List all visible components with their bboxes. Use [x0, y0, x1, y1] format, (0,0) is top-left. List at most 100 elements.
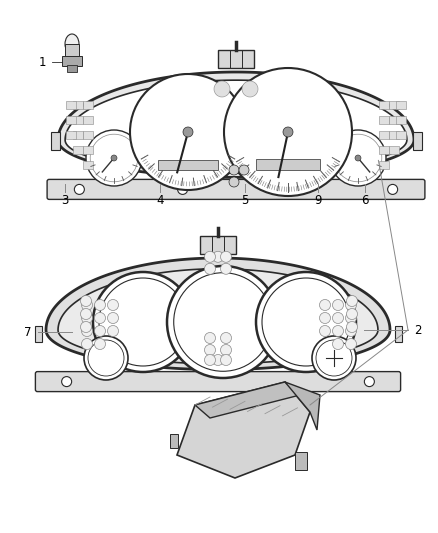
Bar — [256, 159, 320, 171]
Bar — [83, 131, 93, 139]
Circle shape — [205, 333, 215, 343]
Circle shape — [332, 312, 343, 324]
Circle shape — [220, 354, 232, 366]
Bar — [395, 326, 402, 342]
Circle shape — [74, 184, 85, 195]
Circle shape — [99, 278, 187, 366]
Bar — [200, 236, 236, 254]
Circle shape — [312, 336, 356, 380]
Bar — [389, 146, 399, 154]
Circle shape — [346, 321, 357, 333]
Polygon shape — [58, 269, 378, 364]
Circle shape — [220, 263, 232, 274]
Circle shape — [205, 263, 215, 274]
Polygon shape — [285, 382, 320, 430]
Circle shape — [239, 165, 249, 175]
Circle shape — [355, 155, 361, 161]
Circle shape — [205, 251, 215, 262]
Circle shape — [330, 130, 386, 186]
Bar — [218, 50, 254, 68]
Text: 6: 6 — [361, 193, 369, 206]
Circle shape — [388, 184, 398, 195]
Circle shape — [229, 177, 239, 187]
Bar — [66, 101, 76, 109]
Polygon shape — [58, 72, 414, 177]
Text: 9: 9 — [314, 193, 322, 206]
FancyBboxPatch shape — [47, 180, 425, 199]
Circle shape — [346, 312, 357, 324]
Circle shape — [81, 300, 92, 311]
Circle shape — [107, 326, 119, 336]
Circle shape — [107, 312, 119, 324]
Bar — [379, 101, 389, 109]
Polygon shape — [65, 80, 407, 173]
Bar — [413, 132, 422, 150]
Circle shape — [220, 333, 232, 343]
Circle shape — [256, 272, 356, 372]
Circle shape — [174, 273, 272, 372]
Text: 2: 2 — [414, 324, 422, 336]
Circle shape — [95, 300, 106, 311]
Circle shape — [220, 344, 232, 356]
Text: 1: 1 — [38, 55, 46, 69]
Circle shape — [212, 251, 223, 262]
Bar — [73, 101, 83, 109]
Bar — [67, 65, 77, 72]
Circle shape — [262, 278, 350, 366]
Circle shape — [95, 326, 106, 336]
Circle shape — [332, 326, 343, 336]
Circle shape — [130, 74, 246, 190]
Bar — [73, 131, 83, 139]
Bar — [83, 101, 93, 109]
Bar — [83, 161, 93, 169]
Circle shape — [177, 184, 187, 195]
Polygon shape — [46, 258, 390, 369]
Bar — [379, 146, 389, 154]
Bar — [389, 116, 399, 124]
Bar — [73, 116, 83, 124]
Circle shape — [283, 127, 293, 137]
Text: 5: 5 — [241, 193, 249, 206]
Text: 7: 7 — [24, 326, 32, 338]
Circle shape — [319, 312, 331, 324]
Bar — [73, 146, 83, 154]
Circle shape — [224, 68, 352, 196]
Text: 3: 3 — [61, 193, 69, 206]
Ellipse shape — [65, 34, 79, 54]
Circle shape — [220, 251, 232, 262]
Circle shape — [214, 81, 230, 97]
Circle shape — [332, 338, 343, 350]
Circle shape — [212, 354, 223, 366]
Circle shape — [81, 309, 92, 319]
Circle shape — [319, 326, 331, 336]
Bar — [389, 131, 399, 139]
Circle shape — [167, 266, 279, 378]
Polygon shape — [195, 382, 300, 418]
Bar — [35, 326, 42, 342]
Circle shape — [346, 295, 357, 306]
Circle shape — [183, 127, 193, 137]
Circle shape — [111, 155, 117, 161]
Bar — [66, 116, 76, 124]
Circle shape — [346, 309, 357, 319]
Bar — [295, 452, 307, 470]
Bar — [396, 131, 406, 139]
Circle shape — [107, 300, 119, 311]
Bar — [379, 131, 389, 139]
Bar — [65, 44, 79, 58]
Circle shape — [93, 272, 193, 372]
FancyBboxPatch shape — [35, 372, 401, 392]
Circle shape — [81, 312, 92, 324]
Bar — [379, 161, 389, 169]
Bar — [66, 131, 76, 139]
Bar — [51, 132, 60, 150]
Circle shape — [346, 326, 357, 336]
Bar — [83, 116, 93, 124]
Circle shape — [319, 300, 331, 311]
Bar — [396, 101, 406, 109]
Circle shape — [284, 184, 294, 195]
Circle shape — [346, 338, 357, 350]
Circle shape — [95, 312, 106, 324]
Circle shape — [88, 340, 124, 376]
Circle shape — [346, 300, 357, 311]
